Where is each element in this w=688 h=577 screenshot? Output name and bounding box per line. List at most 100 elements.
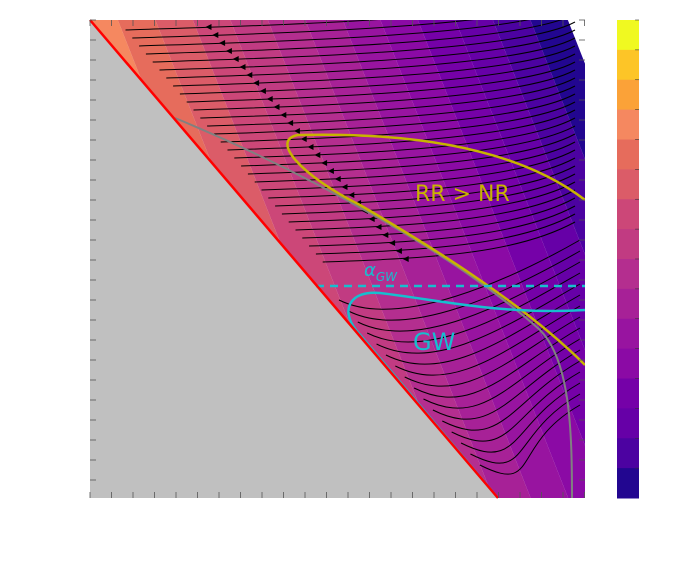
- streamline: [213, 93, 576, 135]
- colorbar-level: [617, 109, 639, 140]
- streamline: [254, 141, 576, 183]
- streamline: [302, 197, 576, 239]
- streamline: [152, 21, 576, 63]
- streamline: [220, 101, 576, 143]
- streamline: [295, 189, 576, 231]
- streamline: [451, 371, 581, 442]
- colorbar: [617, 19, 639, 499]
- contour-lines: [174, 117, 585, 498]
- colorbar-level: [617, 20, 639, 51]
- colorbar-level: [617, 139, 639, 170]
- streamline-arrow: [259, 88, 266, 94]
- streamline: [193, 69, 576, 111]
- streamline-arrow: [246, 72, 253, 78]
- colorbar-level: [617, 438, 639, 469]
- heatmap-band: [305, 20, 531, 498]
- streamline: [241, 125, 576, 167]
- streamline: [207, 85, 576, 127]
- streamline-arrow: [219, 40, 226, 46]
- streamline-arrow: [348, 192, 355, 198]
- streamline: [357, 261, 581, 332]
- streamline: [275, 165, 576, 207]
- streamline-arrow: [287, 120, 294, 126]
- annotation-gw: GW: [413, 328, 455, 356]
- streamline-arrow: [307, 144, 314, 150]
- colorbar-level: [617, 288, 639, 320]
- colorbar-level: [617, 468, 639, 499]
- streamline: [200, 77, 576, 119]
- streamline: [413, 327, 581, 398]
- annotation-rr-nr: RR > NR: [415, 182, 510, 207]
- streamline: [432, 349, 581, 420]
- streamline: [261, 149, 576, 191]
- streamline: [234, 117, 576, 159]
- colorbar-level: [617, 378, 639, 409]
- heatmap-band: [417, 20, 585, 446]
- streamline-arrow: [375, 224, 382, 230]
- streamline: [309, 205, 576, 247]
- streamline: [125, 20, 379, 31]
- colorbar-level: [617, 408, 639, 439]
- streamline: [322, 221, 576, 263]
- streamline-arrow: [300, 136, 307, 142]
- streamline-arrow: [395, 248, 402, 254]
- streamline-arrow: [266, 96, 273, 102]
- streamline-arrow: [382, 232, 389, 238]
- streamline-arrow: [389, 240, 396, 246]
- streamline: [281, 173, 576, 215]
- streamline: [159, 29, 576, 71]
- colorbar-level: [617, 348, 639, 379]
- colorbar-level: [617, 229, 639, 260]
- streamline: [139, 20, 530, 47]
- streamline: [132, 20, 475, 39]
- streamline: [366, 272, 581, 343]
- streamline-arrow: [280, 112, 287, 118]
- colorbar-level: [617, 79, 639, 111]
- streamline: [395, 305, 581, 376]
- streamline-arrow: [327, 168, 334, 174]
- annotation-alpha-gw: αGW: [364, 260, 398, 284]
- streamline-arrow: [402, 256, 409, 262]
- streamline-arrow: [212, 32, 219, 38]
- streamline: [470, 393, 581, 464]
- streamline: [442, 360, 581, 431]
- streamline-arrow: [293, 128, 300, 134]
- colorbar-level: [617, 199, 639, 230]
- colorbar-level: [617, 318, 639, 350]
- streamline: [247, 133, 576, 175]
- streamline: [348, 250, 581, 321]
- streamline: [315, 213, 576, 255]
- streamline: [460, 382, 581, 453]
- colorbar-level: [617, 169, 639, 200]
- streamline-arrow: [205, 24, 212, 30]
- streamline-arrow: [239, 64, 246, 70]
- heatmap-band: [267, 20, 494, 498]
- streamline-arrow: [273, 104, 280, 110]
- streamline: [288, 181, 576, 223]
- colorbar-level: [617, 49, 639, 81]
- streamline-arrow: [232, 56, 239, 62]
- streamlines: [125, 20, 581, 475]
- streamline: [404, 316, 581, 387]
- streamline-arrow: [314, 152, 321, 158]
- gray-separatrix: [174, 117, 573, 498]
- streamline: [186, 61, 576, 103]
- streamline: [376, 283, 581, 354]
- diagonal-boundary: [89, 19, 499, 499]
- streamline-arrow: [341, 184, 348, 190]
- streamline-arrow: [253, 80, 260, 86]
- heatmap-band: [342, 20, 569, 498]
- colorbar-level: [617, 259, 639, 290]
- streamline-arrow: [225, 48, 232, 54]
- streamline-arrow: [334, 176, 341, 182]
- streamline: [166, 37, 576, 79]
- gw-contour: [347, 291, 585, 498]
- rr-nr-contour: [286, 133, 585, 366]
- streamline: [338, 239, 581, 310]
- streamline: [179, 53, 576, 95]
- streamline: [145, 20, 562, 55]
- streamline-arrow: [368, 216, 375, 222]
- axis-ticks: [89, 19, 585, 498]
- streamline: [173, 45, 576, 87]
